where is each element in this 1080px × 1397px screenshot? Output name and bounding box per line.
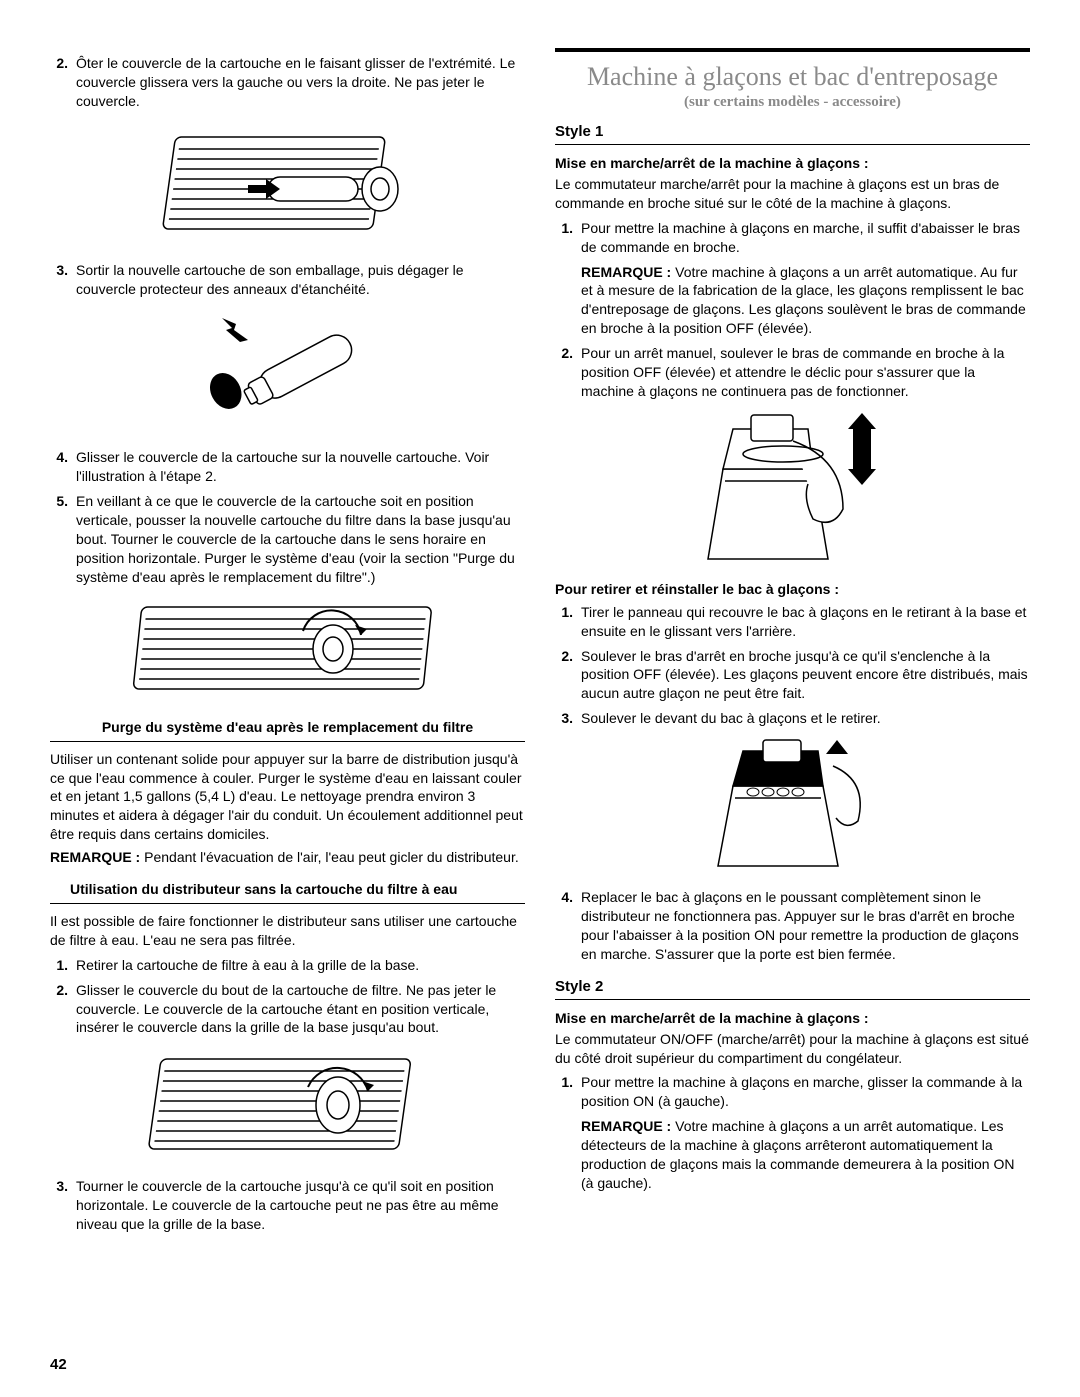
retrieve-step-list-4: 4. Replacer le bac à glaçons en le pouss… bbox=[555, 888, 1030, 964]
style1-step-2: 2. Pour un arrêt manuel, soulever le bra… bbox=[555, 344, 1030, 401]
remark-text: Pendant l'évacuation de l'air, l'eau peu… bbox=[140, 849, 519, 865]
style1-step-list-2: 2. Pour un arrêt manuel, soulever le bra… bbox=[555, 344, 1030, 401]
use-step-2: 2. Glisser le couvercle du bout de la ca… bbox=[50, 981, 525, 1038]
style1-body: Le commutateur marche/arrêt pour la mach… bbox=[555, 175, 1030, 213]
step-5: 5. En veillant à ce que le couvercle de … bbox=[50, 492, 525, 586]
step-num: 2. bbox=[50, 981, 76, 1038]
style2-step-1: 1. Pour mettre la machine à glaçons en m… bbox=[555, 1073, 1030, 1111]
step-num: 2. bbox=[555, 647, 581, 704]
style2-heading: Style 2 bbox=[555, 978, 1030, 995]
style2-step-list: 1. Pour mettre la machine à glaçons en m… bbox=[555, 1073, 1030, 1111]
step-text: Pour mettre la machine à glaçons en marc… bbox=[581, 1073, 1030, 1111]
step-num: 5. bbox=[50, 492, 76, 586]
use-step-3: 3. Tourner le couvercle de la cartouche … bbox=[50, 1177, 525, 1234]
step-num: 4. bbox=[50, 448, 76, 486]
style1-step-list: 1. Pour mettre la machine à glaçons en m… bbox=[555, 219, 1030, 257]
step-text: Sortir la nouvelle cartouche de son emba… bbox=[76, 261, 525, 299]
step-num: 1. bbox=[555, 219, 581, 257]
step-text: Tourner le couvercle de la cartouche jus… bbox=[76, 1177, 525, 1234]
illustration-cartridge-slide bbox=[148, 119, 428, 249]
use-step-list: 1. Retirer la cartouche de filtre à eau … bbox=[50, 956, 525, 1038]
step-text: Soulever le bras d'arrêt en broche jusqu… bbox=[581, 647, 1030, 704]
step-text: Glisser le couvercle de la cartouche sur… bbox=[76, 448, 525, 486]
illustration-ice-bin-remove bbox=[708, 736, 878, 876]
retrieve-step-list: 1. Tirer le panneau qui recouvre le bac … bbox=[555, 603, 1030, 728]
step-text: Tirer le panneau qui recouvre le bac à g… bbox=[581, 603, 1030, 641]
right-column: Machine à glaçons et bac d'entreposage (… bbox=[555, 48, 1030, 1240]
heavy-divider bbox=[555, 48, 1030, 52]
page-number: 42 bbox=[50, 1356, 67, 1373]
step-3: 3. Sortir la nouvelle cartouche de son e… bbox=[50, 261, 525, 299]
step-text: Pour mettre la machine à glaçons en marc… bbox=[581, 219, 1030, 257]
step-num: 3. bbox=[50, 261, 76, 299]
use-step-list-3: 3. Tourner le couvercle de la cartouche … bbox=[50, 1177, 525, 1234]
step-text: Glisser le couvercle du bout de la carto… bbox=[76, 981, 525, 1038]
retrieve-step-1: 1. Tirer le panneau qui recouvre le bac … bbox=[555, 603, 1030, 641]
step-num: 1. bbox=[555, 1073, 581, 1111]
step-text: Ôter le couvercle de la cartouche en le … bbox=[76, 54, 525, 111]
left-step-list-3: 3. Sortir la nouvelle cartouche de son e… bbox=[50, 261, 525, 299]
left-step-list-45: 4. Glisser le couvercle de la cartouche … bbox=[50, 448, 525, 586]
step-text: En veillant à ce que le couvercle de la … bbox=[76, 492, 525, 586]
style2-remark: REMARQUE : Votre machine à glaçons a un … bbox=[581, 1117, 1030, 1193]
step-num: 1. bbox=[50, 956, 76, 975]
divider bbox=[555, 144, 1030, 145]
divider bbox=[50, 741, 525, 742]
illustration-grille-cap bbox=[123, 595, 453, 705]
use-heading: Utilisation du distributeur sans la cart… bbox=[70, 881, 505, 897]
illustration-ice-arm bbox=[693, 409, 893, 569]
purge-remark: REMARQUE : Pendant l'évacuation de l'air… bbox=[50, 848, 525, 867]
style1-heading: Style 1 bbox=[555, 123, 1030, 140]
step-text: Pour un arrêt manuel, soulever le bras d… bbox=[581, 344, 1030, 401]
step-num: 2. bbox=[50, 54, 76, 111]
use-step-1: 1. Retirer la cartouche de filtre à eau … bbox=[50, 956, 525, 975]
remark-label: REMARQUE : bbox=[50, 849, 140, 865]
section-subtitle: (sur certains modèles - accessoire) bbox=[555, 94, 1030, 111]
divider bbox=[50, 903, 525, 904]
left-column: 2. Ôter le couvercle de la cartouche en … bbox=[50, 48, 525, 1240]
retrieve-step-2: 2. Soulever le bras d'arrêt en broche ju… bbox=[555, 647, 1030, 704]
style1-step-1: 1. Pour mettre la machine à glaçons en m… bbox=[555, 219, 1030, 257]
step-num: 1. bbox=[555, 603, 581, 641]
page: 2. Ôter le couvercle de la cartouche en … bbox=[0, 0, 1080, 1397]
step-4: 4. Glisser le couvercle de la cartouche … bbox=[50, 448, 525, 486]
section-title: Machine à glaçons et bac d'entreposage bbox=[555, 62, 1030, 92]
illustration-cap-rotate bbox=[143, 1045, 433, 1165]
remark-label: REMARQUE : bbox=[581, 264, 671, 280]
use-body: Il est possible de faire fonctionner le … bbox=[50, 912, 525, 950]
style2-body: Le commutateur ON/OFF (marche/arrêt) pou… bbox=[555, 1030, 1030, 1068]
step-num: 3. bbox=[50, 1177, 76, 1234]
step-num: 4. bbox=[555, 888, 581, 964]
illustration-remove-cap bbox=[188, 306, 388, 436]
retrieve-heading: Pour retirer et réinstaller le bac à gla… bbox=[555, 581, 1030, 597]
purge-body: Utiliser un contenant solide pour appuye… bbox=[50, 750, 525, 844]
step-text: Replacer le bac à glaçons en le poussant… bbox=[581, 888, 1030, 964]
step-2: 2. Ôter le couvercle de la cartouche en … bbox=[50, 54, 525, 111]
left-step-list: 2. Ôter le couvercle de la cartouche en … bbox=[50, 54, 525, 111]
style2-subheading: Mise en marche/arrêt de la machine à gla… bbox=[555, 1010, 1030, 1026]
step-text: Retirer la cartouche de filtre à eau à l… bbox=[76, 956, 525, 975]
retrieve-step-4: 4. Replacer le bac à glaçons en le pouss… bbox=[555, 888, 1030, 964]
style1-remark: REMARQUE : Votre machine à glaçons a un … bbox=[581, 263, 1030, 339]
remark-label: REMARQUE : bbox=[581, 1118, 671, 1134]
step-num: 2. bbox=[555, 344, 581, 401]
step-text: Soulever le devant du bac à glaçons et l… bbox=[581, 709, 1030, 728]
purge-heading: Purge du système d'eau après le remplace… bbox=[50, 719, 525, 735]
retrieve-step-3: 3. Soulever le devant du bac à glaçons e… bbox=[555, 709, 1030, 728]
style1-subheading: Mise en marche/arrêt de la machine à gla… bbox=[555, 155, 1030, 171]
divider bbox=[555, 999, 1030, 1000]
step-num: 3. bbox=[555, 709, 581, 728]
two-column-layout: 2. Ôter le couvercle de la cartouche en … bbox=[50, 48, 1030, 1240]
